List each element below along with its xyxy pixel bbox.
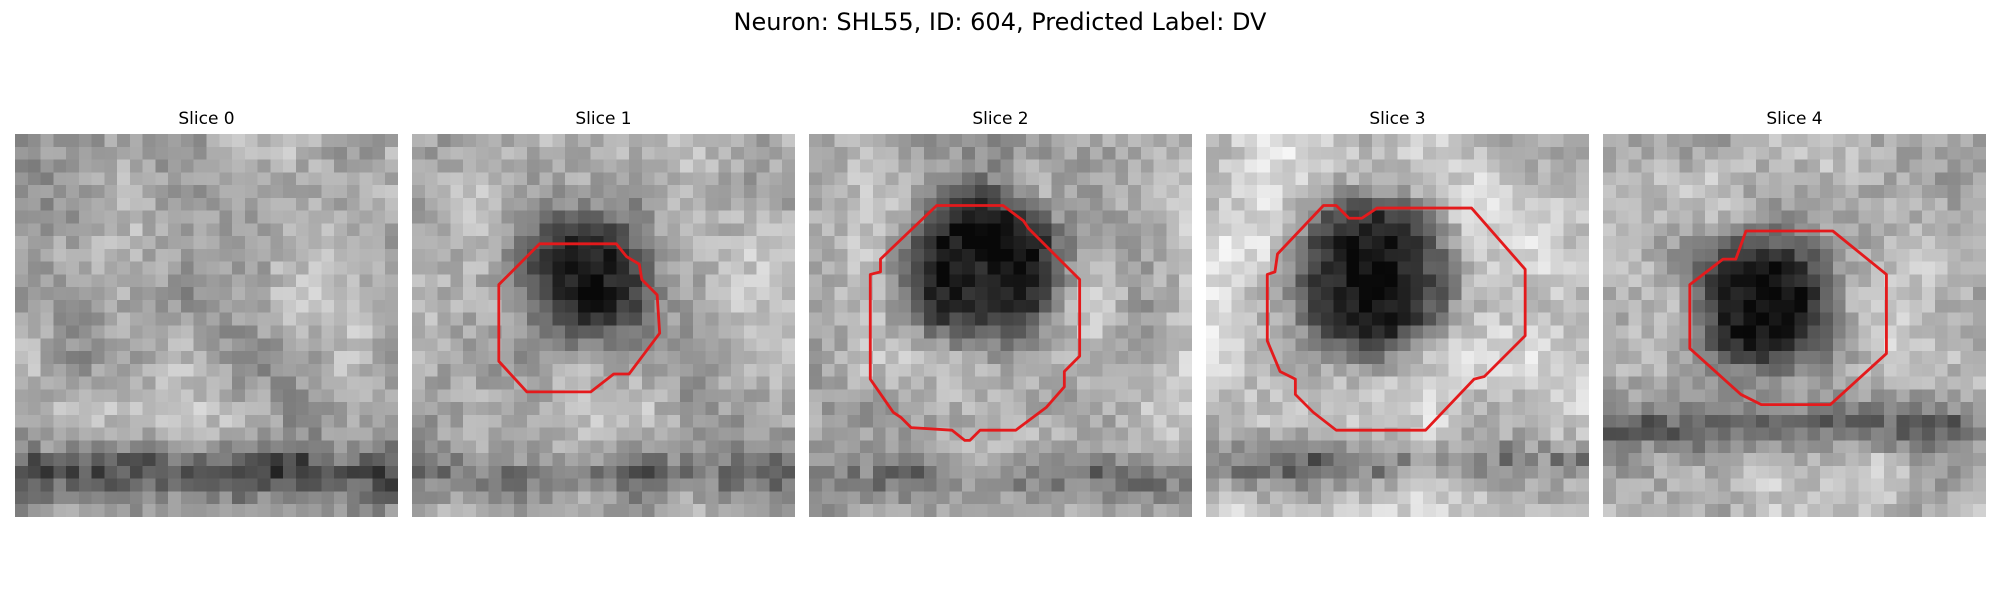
segmentation-contour xyxy=(1688,229,1888,407)
panel-title: Slice 2 xyxy=(972,109,1029,129)
panel-title: Slice 1 xyxy=(575,109,632,129)
grayscale-slice-image xyxy=(412,134,795,517)
grayscale-slice-image xyxy=(1206,134,1589,517)
panel-title: Slice 0 xyxy=(178,109,235,129)
segmentation-contour xyxy=(868,204,1082,442)
grayscale-slice-image xyxy=(15,134,398,517)
panel-title: Slice 3 xyxy=(1369,109,1426,129)
segmentation-contour xyxy=(1265,204,1527,432)
panel-title: Slice 4 xyxy=(1766,109,1823,129)
segmentation-contour xyxy=(497,242,662,394)
grayscale-slice-image xyxy=(1603,134,1986,517)
grayscale-slice-image xyxy=(809,134,1192,517)
figure-title: Neuron: SHL55, ID: 604, Predicted Label:… xyxy=(733,8,1267,36)
